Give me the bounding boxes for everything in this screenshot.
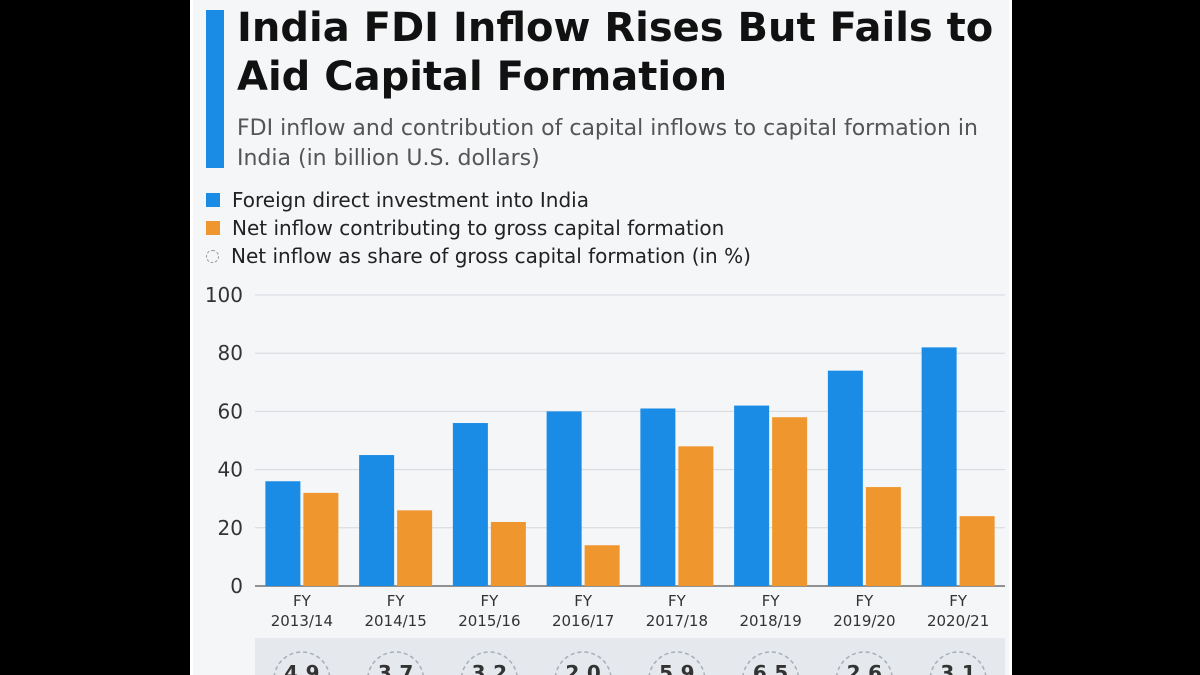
- x-tick-label: FY: [387, 592, 406, 610]
- y-tick-label: 40: [218, 458, 243, 482]
- title-accent-bar: [206, 10, 224, 168]
- bar-fdi: [734, 405, 770, 586]
- share-value-label: 2.6: [847, 661, 882, 675]
- x-tick-label: FY: [293, 592, 312, 610]
- bar-net-inflow: [584, 545, 620, 586]
- x-tick-label: 2020/21: [927, 612, 989, 630]
- x-tick-label: FY: [668, 592, 687, 610]
- legend: Foreign direct investment into India Net…: [206, 186, 996, 270]
- legend-label-net-inflow: Net inflow contributing to gross capital…: [232, 216, 725, 240]
- bar-fdi: [546, 411, 582, 586]
- x-tick-label: FY: [574, 592, 593, 610]
- x-tick-label: 2013/14: [271, 612, 333, 630]
- share-value-label: 6.5: [753, 661, 788, 675]
- share-value-label: 3.1: [940, 661, 975, 675]
- bar-chart: 0 20 40 60 80 100 FY 2013/14 4.9 FY 2014/15 3.7 FY 20…: [205, 283, 1005, 675]
- bar-fdi: [921, 347, 957, 586]
- legend-swatch-net-inflow: [206, 221, 220, 235]
- chart-title: India FDI Inflow Rises But Fails to Aid …: [237, 5, 994, 100]
- bar-fdi: [827, 370, 863, 586]
- bar-fdi: [452, 423, 488, 586]
- legend-swatch-fdi: [206, 193, 220, 207]
- share-value-label: 3.2: [472, 661, 507, 675]
- bar-net-inflow: [490, 521, 526, 586]
- bar-fdi: [265, 481, 301, 586]
- chart-card: India FDI Inflow Rises But Fails to Aid …: [190, 0, 1012, 675]
- legend-swatch-share: [206, 249, 219, 263]
- bar-net-inflow: [303, 492, 339, 586]
- legend-label-fdi: Foreign direct investment into India: [232, 188, 589, 212]
- x-tick-label: FY: [855, 592, 874, 610]
- bar-net-inflow: [397, 510, 433, 586]
- share-value-label: 2.0: [565, 661, 600, 675]
- y-tick-label: 60: [218, 399, 243, 423]
- x-tick-label: 2019/20: [833, 612, 895, 630]
- bar-fdi: [640, 408, 676, 586]
- y-tick-label: 20: [218, 516, 243, 540]
- x-tick-label: 2016/17: [552, 612, 614, 630]
- x-tick-label: FY: [762, 592, 781, 610]
- y-tick-label: 80: [218, 341, 243, 365]
- share-value-label: 4.9: [284, 661, 319, 675]
- x-tick-label: 2014/15: [364, 612, 426, 630]
- x-tick-label: FY: [480, 592, 499, 610]
- bar-net-inflow: [772, 417, 808, 586]
- chart-subtitle: FDI inflow and contribution of capital i…: [237, 116, 978, 171]
- legend-item-share: Net inflow as share of gross capital for…: [206, 242, 996, 270]
- legend-item-fdi: Foreign direct investment into India: [206, 186, 996, 214]
- bar-net-inflow: [865, 487, 901, 586]
- share-value-label: 3.7: [378, 661, 413, 675]
- x-tick-label: 2017/18: [646, 612, 708, 630]
- share-value-label: 5.9: [659, 661, 694, 675]
- bar-fdi: [359, 455, 395, 586]
- bar-net-inflow: [959, 516, 995, 586]
- legend-item-net-inflow: Net inflow contributing to gross capital…: [206, 214, 996, 242]
- legend-label-share: Net inflow as share of gross capital for…: [231, 244, 751, 268]
- x-tick-label: 2018/19: [739, 612, 801, 630]
- x-tick-label: 2015/16: [458, 612, 520, 630]
- y-tick-label: 0: [230, 574, 243, 598]
- x-tick-label: FY: [949, 592, 968, 610]
- y-tick-label: 100: [205, 283, 243, 307]
- bar-net-inflow: [678, 446, 714, 586]
